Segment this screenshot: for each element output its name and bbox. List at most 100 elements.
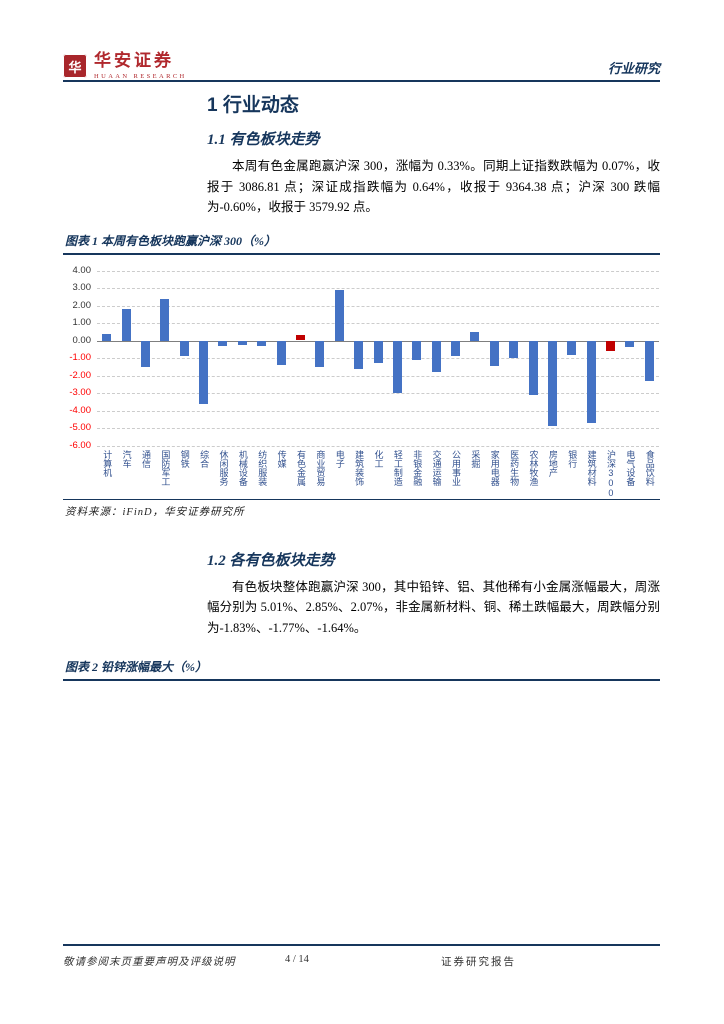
x-axis-label: 沪深300 (605, 449, 616, 498)
x-axis-label-slot: 机械设备 (233, 450, 252, 502)
x-axis-label-slot: 休闲服务 (213, 450, 232, 502)
bar-农林牧渔 (528, 340, 538, 395)
spacer (63, 521, 660, 539)
bar-电子 (334, 289, 344, 341)
x-axis-label-slot: 公用事业 (446, 450, 465, 502)
x-axis-label-slot: 通信 (136, 450, 155, 502)
footer-report-type: 证券研究报告 (441, 957, 516, 968)
bar-交通运输 (431, 340, 441, 372)
x-axis-label-slot: 医药生物 (504, 450, 523, 502)
huaan-logo: 华 华安证券 HUAAN RESEARCH (63, 52, 187, 80)
bar-银行 (567, 340, 577, 355)
y-axis-tick: -4.00 (69, 404, 91, 416)
figure-1-source: 资料来源：iFinD，华安证券研究所 (65, 506, 245, 518)
x-axis-label: 医药生物 (509, 449, 520, 486)
x-axis-label-slot: 电气设备 (620, 450, 639, 502)
figure-1-source-divider (63, 498, 660, 500)
bar-医药生物 (509, 340, 519, 358)
x-axis-label: 化工 (373, 449, 384, 468)
figure-1-caption: 图表 1 本周有色板块跑赢沪深 300（%） (65, 233, 276, 248)
x-axis-label: 食品饮料 (644, 449, 655, 486)
footer-disclaimer: 敬请参阅末页重要声明及评级说明 (63, 957, 236, 968)
x-axis-label: 钢铁 (179, 449, 190, 468)
figure-2-caption: 图表 2 铅锌涨幅最大（%） (65, 660, 207, 674)
y-axis-tick: -1.00 (69, 352, 91, 363)
gridline (97, 375, 659, 377)
x-axis-label: 纺织服装 (257, 449, 268, 486)
x-axis-label-slot: 综合 (194, 450, 213, 502)
bar-轻工制造 (392, 340, 402, 393)
report-body: 1 行业动态 1.1 有色板块走势 本周有色金属跑赢沪深 300，涨幅为 0.3… (63, 88, 660, 681)
figure-2: 图表 2 铅锌涨幅最大（%） (63, 656, 660, 681)
bar-纺织服装 (257, 340, 267, 346)
report-header: 华 华安证券 HUAAN RESEARCH 行业研究 (63, 46, 660, 80)
bar-商业贸易 (315, 340, 325, 367)
x-axis-label: 家用电器 (489, 449, 500, 486)
logo-chinese-name: 华安证券 (94, 51, 174, 71)
paragraph-1: 本周有色金属跑赢沪深 300，涨幅为 0.33%。同期上证指数跌幅为 0.07%… (207, 159, 660, 214)
gridline (97, 410, 659, 412)
bar-沪深300 (606, 340, 616, 351)
x-axis-label: 非银金融 (412, 449, 423, 486)
y-axis-tick: 2.00 (72, 299, 92, 311)
x-axis-label: 交通运输 (431, 449, 442, 486)
gridline (97, 428, 659, 429)
section-title: 1 行业动态 (207, 95, 299, 116)
huaan-seal-icon: 华 (63, 54, 87, 79)
bar-综合 (199, 340, 209, 404)
y-axis-tick: 3.00 (72, 282, 92, 293)
bar-房地产 (547, 340, 557, 427)
x-axis-label: 国防军工 (160, 449, 171, 486)
footer-divider (63, 944, 660, 946)
x-axis-label-slot: 食品饮料 (640, 450, 659, 502)
x-axis-label-slot: 电子 (330, 450, 349, 502)
bar-采掘 (470, 331, 480, 341)
y-axis-tick: 4.00 (72, 264, 92, 276)
x-axis-label: 农林牧渔 (528, 449, 539, 486)
gridline (97, 323, 659, 324)
logo-english-name: HUAAN RESEARCH (94, 73, 187, 80)
x-axis-label: 轻工制造 (392, 449, 403, 486)
y-axis-tick: -2.00 (69, 369, 91, 381)
x-axis-label: 银行 (567, 449, 578, 468)
x-axis-label: 商业贸易 (315, 449, 326, 486)
x-axis-label-slot: 商业贸易 (310, 450, 329, 502)
x-axis-label: 机械设备 (237, 449, 248, 486)
bar-建筑装饰 (354, 340, 364, 369)
x-axis-label: 电子 (334, 449, 345, 468)
x-axis-label-slot: 纺织服装 (252, 450, 271, 502)
sector-performance-bar-chart: 4.00 3.00 2.00 1.00 0.00 -1.00 -2.00 -3.00 -4.00… (63, 259, 660, 499)
subsection-title-1: 1.1 有色板块走势 (207, 132, 320, 148)
y-axis-tick: -3.00 (69, 387, 91, 398)
x-axis-label: 建筑装饰 (354, 449, 365, 486)
x-axis-label: 汽车 (121, 449, 132, 468)
bar-化工 (373, 340, 383, 364)
y-axis-tick: 1.00 (72, 317, 92, 328)
gridline (97, 445, 659, 447)
bar-电气设备 (625, 340, 635, 347)
figure-2-caption-divider (63, 679, 660, 681)
x-axis-label-slot: 传媒 (271, 450, 290, 502)
chart-plot-area (97, 270, 659, 447)
bar-家用电器 (489, 340, 499, 366)
logo-text: 华安证券 HUAAN RESEARCH (94, 52, 187, 80)
figure-1-caption-divider (63, 252, 660, 255)
x-axis-label: 采掘 (470, 449, 481, 468)
x-axis-label: 通信 (140, 449, 151, 468)
x-axis-label-slot: 建筑装饰 (349, 450, 368, 502)
x-axis-label: 公用事业 (450, 449, 461, 486)
bar-计算机 (102, 333, 112, 341)
header-divider (63, 80, 660, 82)
bar-建筑材料 (586, 340, 596, 423)
paragraph-2: 有色板块整体跑赢沪深 300，其中铅锌、铝、其他稀有小金属涨幅最大，周涨幅分别为… (207, 579, 660, 635)
x-axis-label-slot: 银行 (562, 450, 581, 502)
bar-钢铁 (179, 340, 189, 357)
bar-休闲服务 (218, 340, 228, 346)
y-axis-tick: -6.00 (69, 439, 91, 451)
x-axis-label: 计算机 (102, 449, 113, 477)
x-axis-label: 综合 (199, 449, 210, 468)
footer-page-number: 4 / 14 (285, 954, 309, 965)
x-axis-label-slot: 建筑材料 (581, 450, 600, 502)
report-footer: 敬请参阅末页重要声明及评级说明 4 / 14 证券研究报告 (63, 944, 660, 968)
